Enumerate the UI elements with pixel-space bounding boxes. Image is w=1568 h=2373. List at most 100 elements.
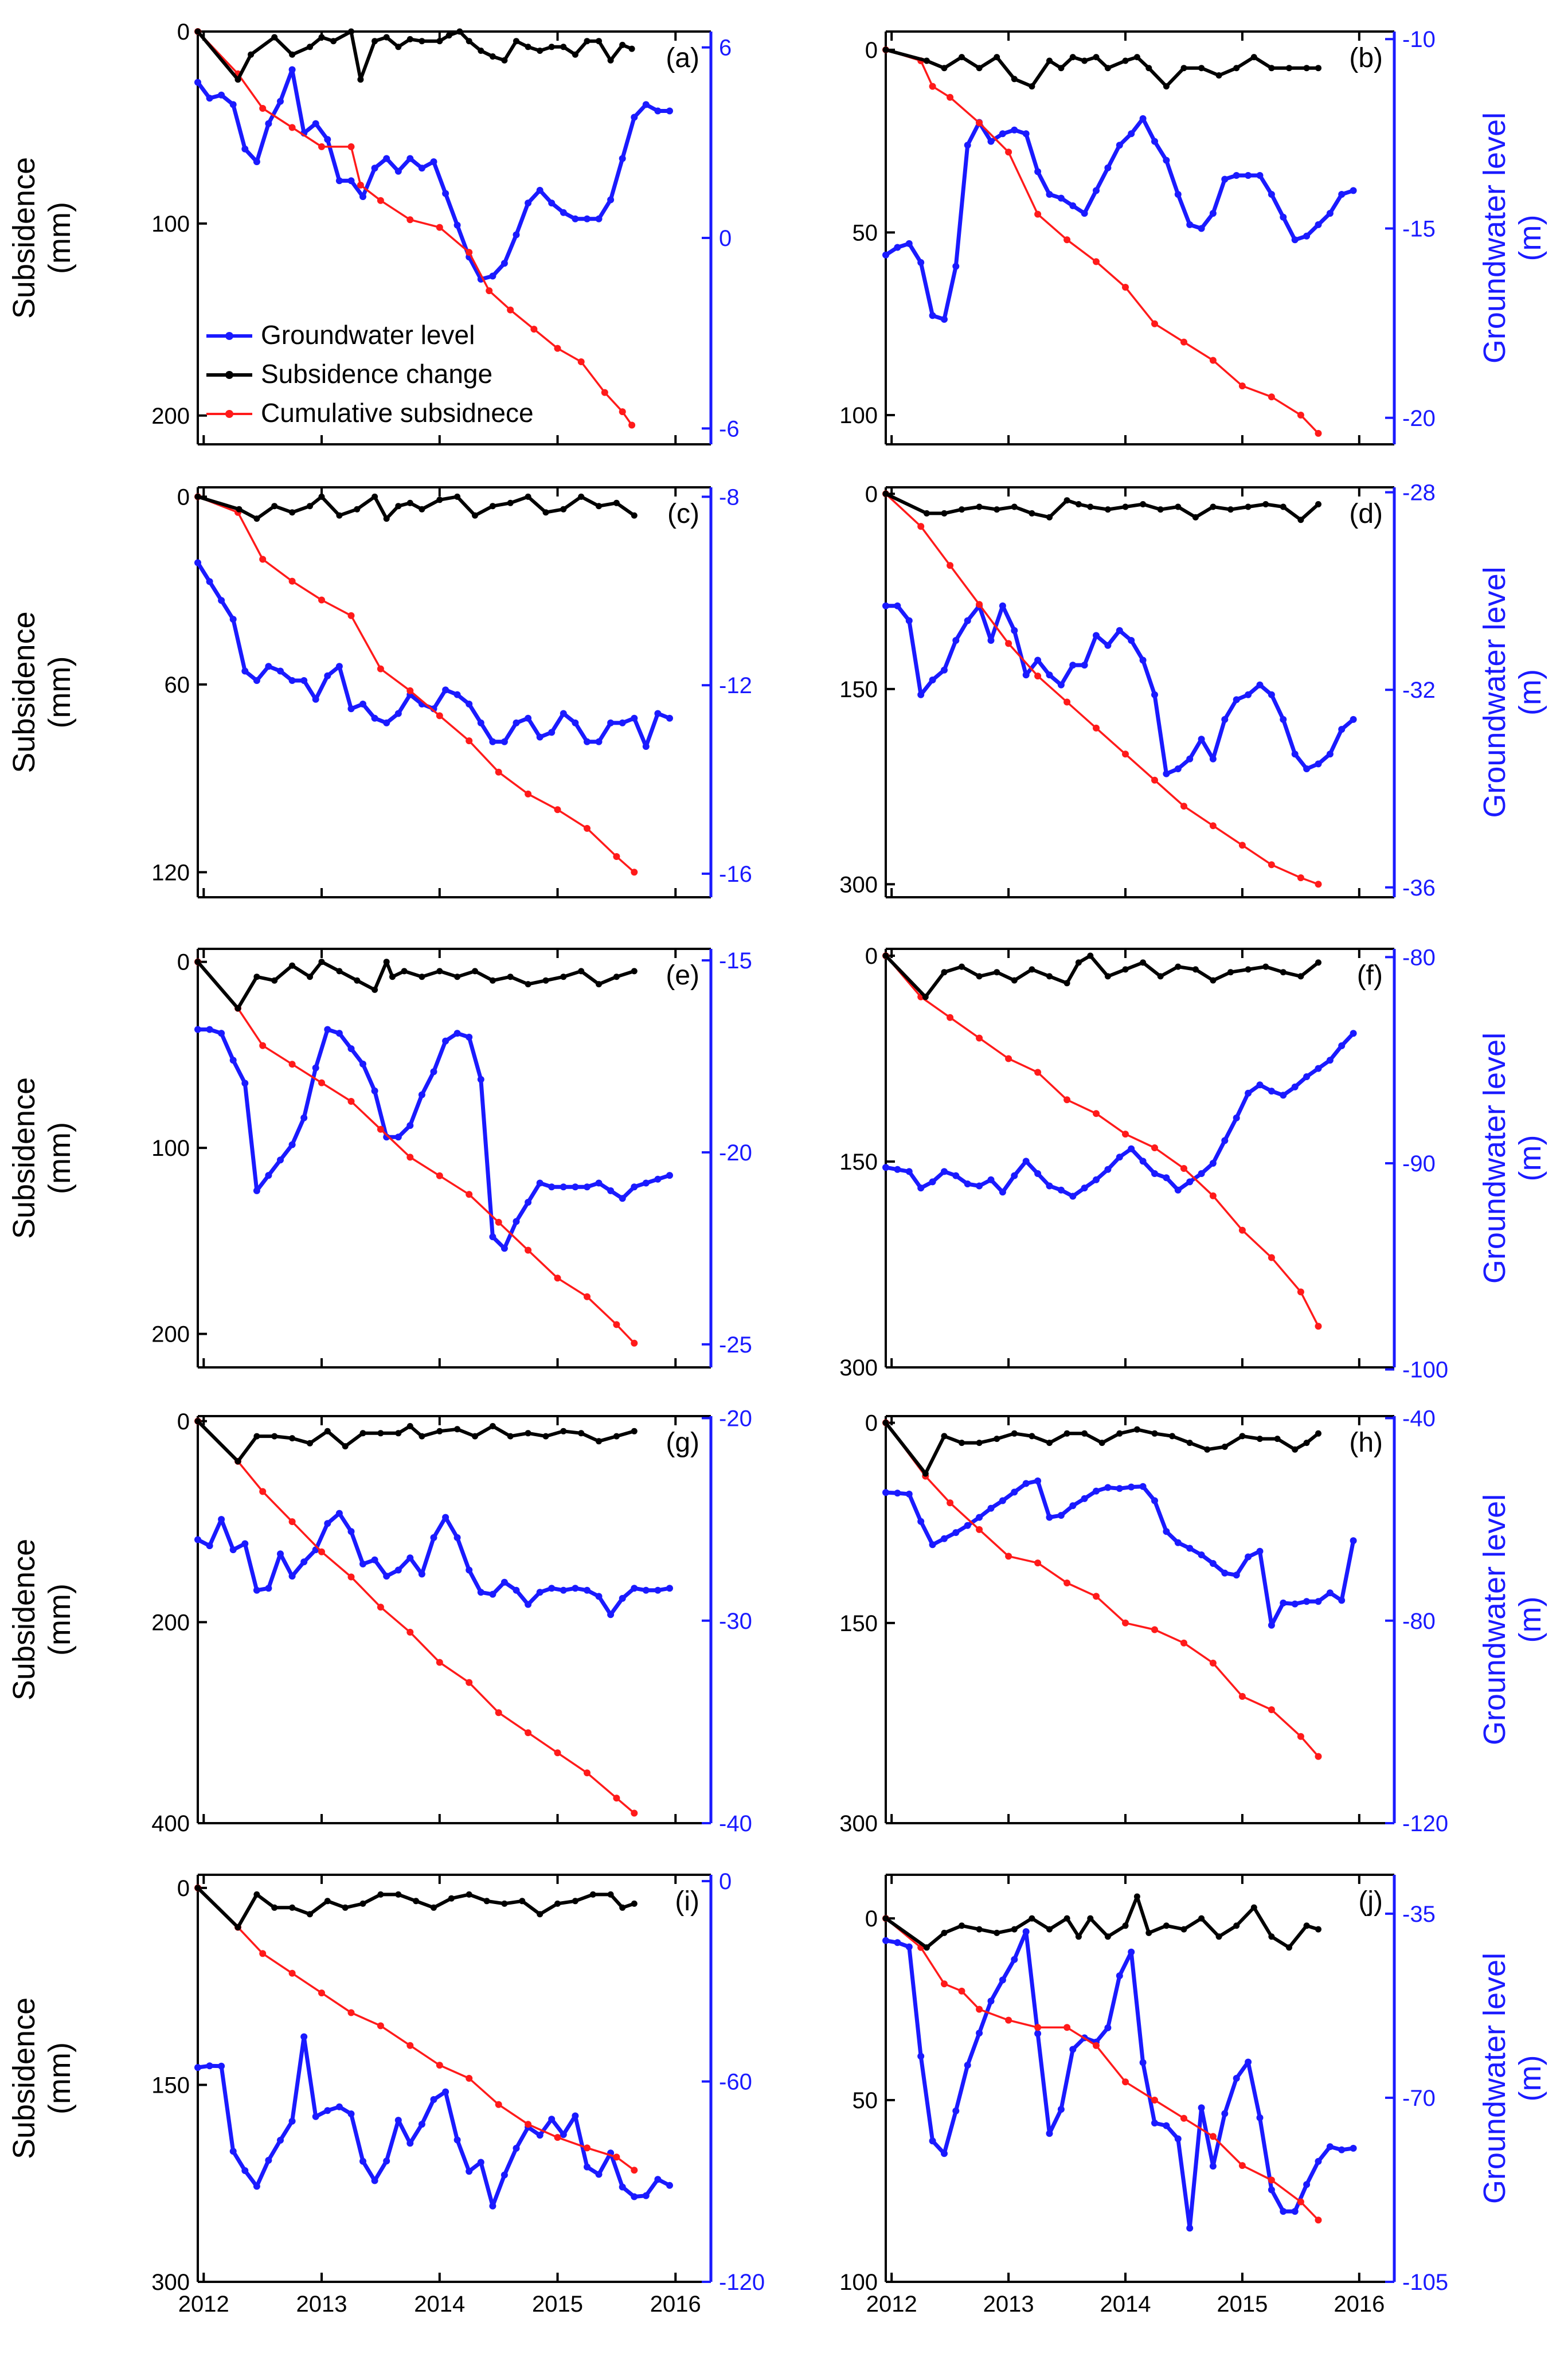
groundwater-point <box>1093 1487 1100 1495</box>
groundwater-point <box>1221 1137 1229 1144</box>
groundwater-point <box>1128 130 1135 138</box>
cumulative-point <box>1093 2042 1100 2049</box>
groundwater-point <box>1291 236 1299 244</box>
change-point <box>445 32 452 39</box>
change-point <box>976 1440 983 1447</box>
groundwater-point <box>964 142 971 149</box>
groundwater-point <box>277 1550 284 1558</box>
cumulative-point <box>259 1488 267 1495</box>
change-point <box>941 969 948 976</box>
left-axis-unit: (mm) <box>42 1122 77 1194</box>
change-point <box>882 490 889 497</box>
groundwater-point <box>1256 681 1264 689</box>
groundwater-point <box>1128 637 1135 644</box>
left-tick-label: 100 <box>839 403 878 428</box>
cumulative-point <box>288 124 296 131</box>
change-point <box>1011 1430 1018 1437</box>
groundwater-point <box>324 1026 331 1033</box>
change-point <box>436 497 443 503</box>
cumulative-point <box>495 2101 502 2108</box>
groundwater-point <box>964 1522 971 1529</box>
cumulative-point <box>976 601 983 608</box>
groundwater-point <box>1209 2163 1217 2170</box>
change-point <box>1133 1893 1140 1900</box>
change-point <box>572 1898 578 1905</box>
legend: Groundwater level Subsidence change Cumula… <box>206 320 534 428</box>
cumulative-point <box>1315 1753 1322 1760</box>
change-point <box>1029 83 1035 90</box>
left-tick-label: 0 <box>177 1876 190 1901</box>
groundwater-point <box>572 1183 579 1191</box>
change-point <box>976 65 983 72</box>
change-point <box>537 1911 543 1918</box>
groundwater-point <box>218 1030 225 1037</box>
left-tick-label: 150 <box>839 1150 878 1175</box>
left-tick-label: 300 <box>839 1355 878 1381</box>
change-point <box>1122 966 1129 973</box>
change-point <box>1140 959 1147 966</box>
groundwater-point <box>917 259 925 266</box>
groundwater-point <box>383 719 390 726</box>
change-point <box>619 41 626 48</box>
change-point <box>271 34 278 41</box>
left-axis-unit: (mm) <box>42 202 77 274</box>
groundwater-point <box>1186 1545 1194 1552</box>
right-axis-title: Groundwater level <box>1477 566 1512 818</box>
groundwater-point <box>513 231 520 239</box>
cumulative-point <box>288 1518 296 1526</box>
change-point <box>307 974 313 980</box>
panel-label: (a) <box>666 43 699 73</box>
groundwater-point <box>1104 1166 1112 1173</box>
change-point <box>377 1430 384 1437</box>
x-tick-label: 2013 <box>296 2292 347 2317</box>
change-point <box>548 44 555 50</box>
change-point <box>1098 1440 1105 1447</box>
groundwater-point <box>964 2062 971 2069</box>
right-axis-title: Groundwater level <box>1477 1033 1512 1284</box>
cumulative-point <box>1151 320 1158 327</box>
change-point <box>1046 1440 1053 1447</box>
groundwater-point <box>324 672 331 679</box>
groundwater-legend-marker <box>225 332 233 340</box>
groundwater-point <box>218 91 225 99</box>
cumulative-point <box>525 1729 532 1737</box>
groundwater-line <box>885 1031 1355 1198</box>
groundwater-line <box>196 561 671 749</box>
groundwater-point <box>1291 1600 1299 1608</box>
groundwater-point <box>1163 2122 1170 2129</box>
cumulative-point <box>1093 258 1100 265</box>
groundwater-point <box>894 244 901 251</box>
change-point <box>525 493 531 500</box>
change-point <box>1303 1440 1310 1447</box>
groundwater-point <box>1198 225 1205 232</box>
cumulative-point <box>613 1321 620 1328</box>
groundwater-point <box>1022 1158 1030 1165</box>
groundwater-point <box>1233 172 1240 179</box>
cumulative-point <box>1122 2078 1129 2086</box>
groundwater-point <box>917 691 925 698</box>
cumulative-point <box>1005 1553 1012 1560</box>
groundwater-point <box>477 719 484 726</box>
groundwater-line <box>198 1027 671 1250</box>
groundwater-point <box>347 1045 355 1053</box>
groundwater-point <box>300 677 308 684</box>
cumulative-point <box>631 869 638 876</box>
groundwater-point <box>560 1586 567 1594</box>
groundwater-point <box>1245 691 1252 698</box>
groundwater-point <box>218 597 225 604</box>
change-point <box>234 1458 241 1465</box>
groundwater-point <box>1174 2135 1182 2143</box>
change-point <box>354 506 361 513</box>
change-point <box>1046 1926 1053 1933</box>
change-point <box>1029 1915 1035 1922</box>
groundwater-point <box>1022 671 1030 679</box>
groundwater-point <box>335 1510 343 1517</box>
panel-label: (e) <box>666 960 699 991</box>
groundwater-point <box>1116 142 1123 149</box>
groundwater-point <box>1116 1972 1123 1980</box>
cumulative-point <box>1063 698 1071 706</box>
cumulative-point <box>1063 236 1071 244</box>
groundwater-point <box>560 209 567 216</box>
change-point <box>537 48 543 54</box>
change-point <box>882 46 889 53</box>
